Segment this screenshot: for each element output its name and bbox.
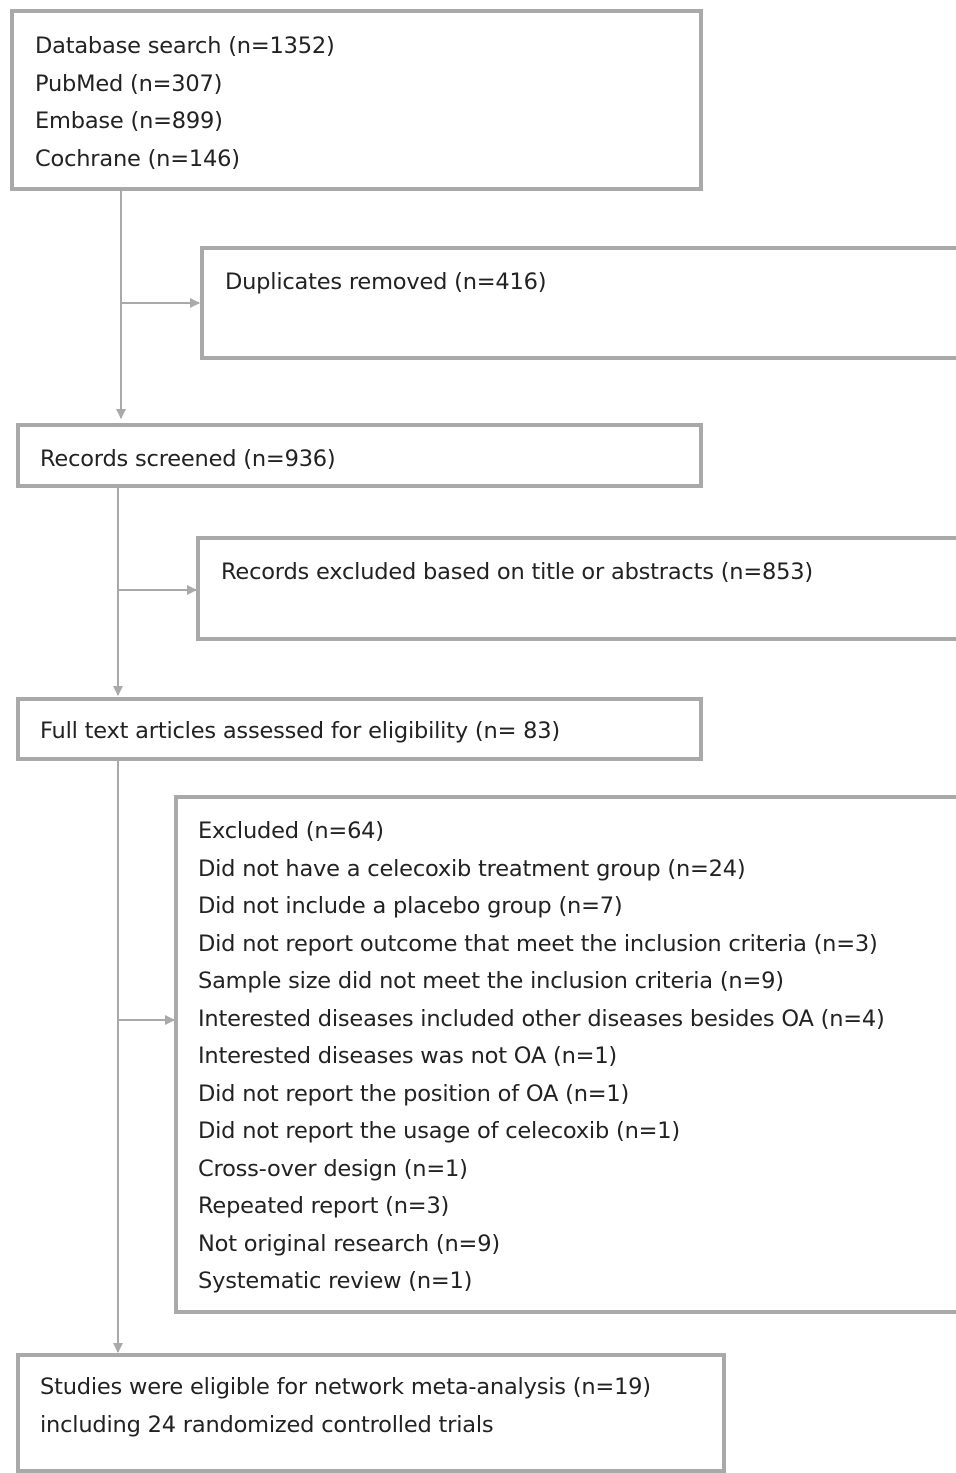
excluded-line: Cross-over design (n=1)	[198, 1155, 468, 1182]
records-excluded-box: Records excluded based on title or abstr…	[196, 536, 956, 641]
screened-text: Records screened (n=936)	[40, 446, 336, 472]
included-studies-box: Studies were eligible for network meta-a…	[16, 1353, 726, 1473]
search-line: Embase (n=899)	[35, 108, 223, 134]
excluded-line: Did not have a celecoxib treatment group…	[198, 855, 746, 882]
excluded-line: Interested diseases was not OA (n=1)	[198, 1043, 618, 1069]
excluded-line: Did not include a placebo group (n=7)	[198, 893, 623, 919]
included-line: Studies were eligible for network meta-a…	[40, 1374, 651, 1400]
search-line: PubMed (n=307)	[35, 70, 223, 97]
excluded-line: Did not report the usage of celecoxib (n…	[198, 1118, 680, 1144]
duplicates-text: Duplicates removed (n=416)	[225, 269, 547, 295]
excluded-line: Did not report outcome that meet the inc…	[198, 930, 878, 957]
duplicates-removed-box: Duplicates removed (n=416)	[200, 246, 956, 360]
records-screened-box: Records screened (n=936)	[16, 423, 703, 488]
excluded-line: Not original research (n=9)	[198, 1230, 500, 1257]
excluded-line: Did not report the position of OA (n=1)	[198, 1080, 630, 1107]
search-line: Database search (n=1352)	[35, 33, 335, 59]
excluded-line: Excluded (n=64)	[198, 818, 384, 844]
excluded-line: Interested diseases included other disea…	[198, 1005, 885, 1032]
excluded-line: Repeated report (n=3)	[198, 1193, 450, 1219]
excluded-reasons-box: Excluded (n=64) Did not have a celecoxib…	[174, 795, 956, 1314]
full-text-box: Full text articles assessed for eligibil…	[16, 697, 703, 761]
fulltext-text: Full text articles assessed for eligibil…	[40, 718, 560, 744]
excluded-line: Systematic review (n=1)	[198, 1268, 473, 1294]
database-search-box: Database search (n=1352) PubMed (n=307) …	[10, 9, 703, 191]
excluded-line: Sample size did not meet the inclusion c…	[198, 968, 784, 994]
search-line: Cochrane (n=146)	[35, 145, 240, 172]
included-line: including 24 randomized controlled trial…	[40, 1411, 494, 1438]
excluded-title-text: Records excluded based on title or abstr…	[221, 559, 813, 585]
